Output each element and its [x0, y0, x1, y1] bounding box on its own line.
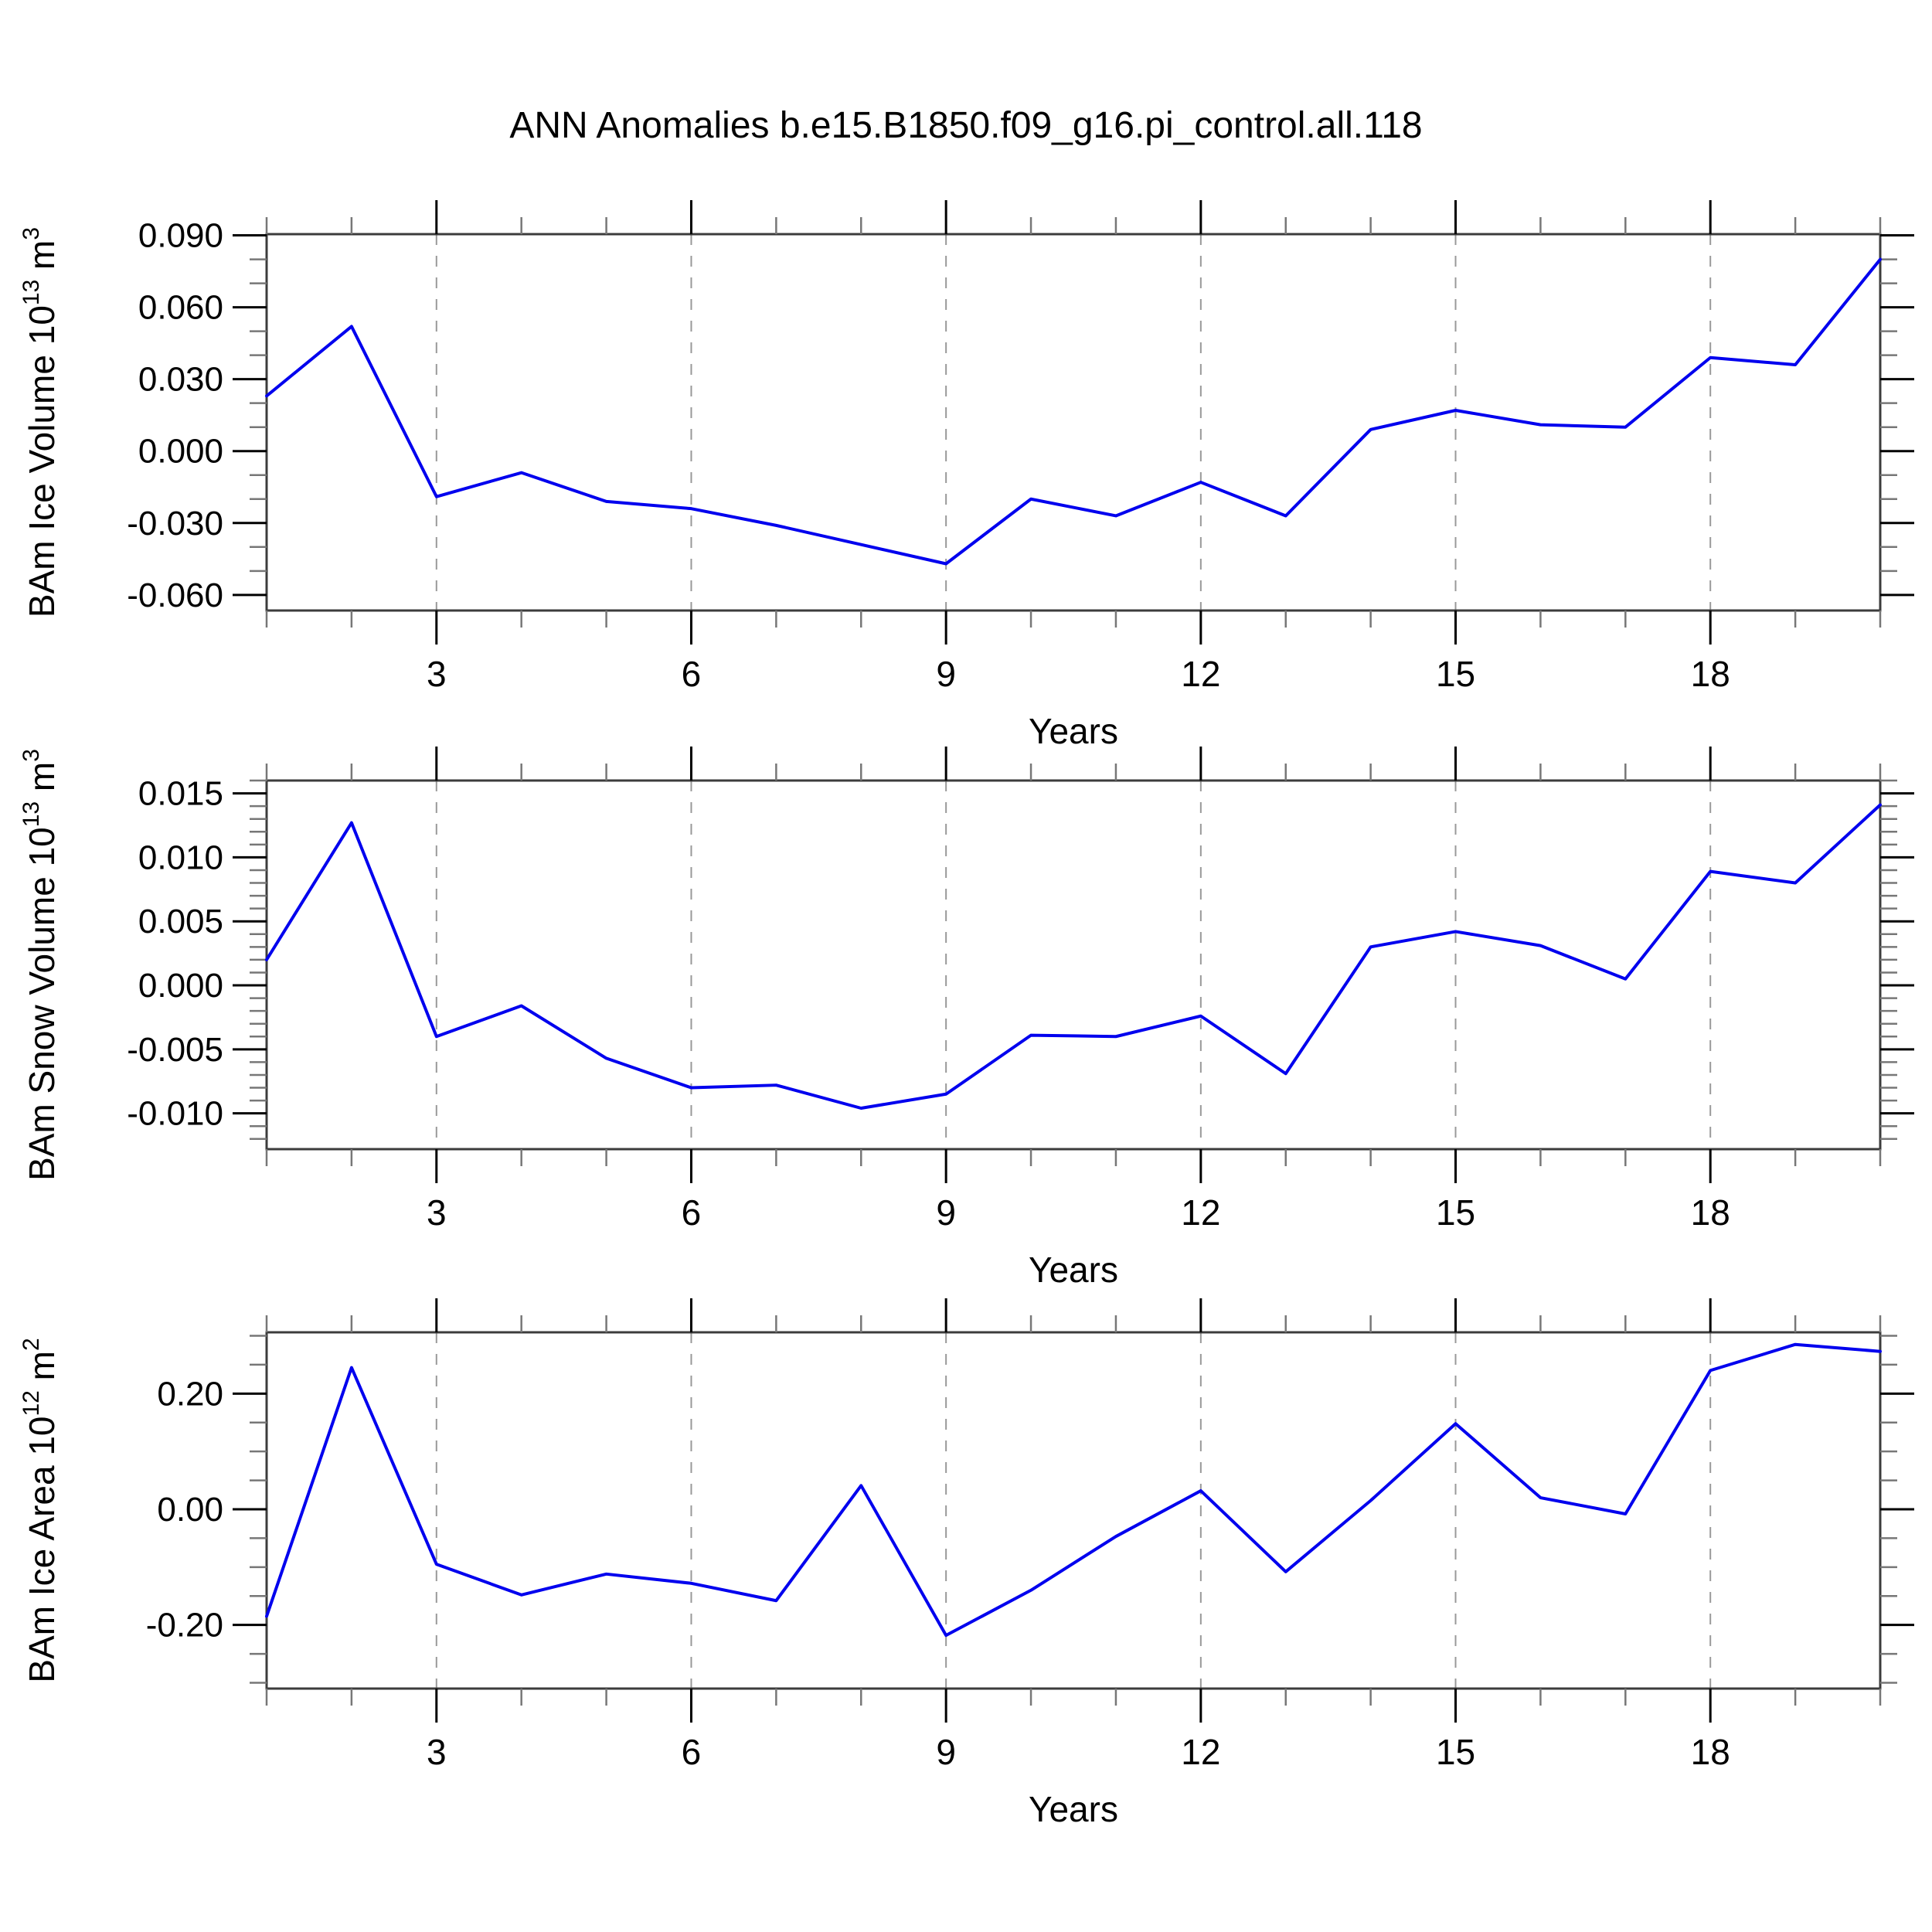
- svg-text:15: 15: [1436, 1192, 1475, 1233]
- svg-text:3: 3: [427, 1732, 447, 1772]
- ice-area-panel: 3 6 9 12 15 18 0.20 0.00 -0.20 Years BAm Ice Area …: [19, 1298, 1914, 1829]
- svg-text:Years: Years: [1029, 1250, 1118, 1290]
- svg-text:0.005: 0.005: [138, 903, 223, 940]
- svg-text:-0.010: -0.010: [127, 1095, 223, 1133]
- svg-text:Years: Years: [1029, 711, 1118, 751]
- snow-volume-panel: 3 6 9 12 15 18 0.015 0.010 0.005 0.000 -0.005 -0.01…: [19, 747, 1914, 1290]
- svg-text:0.20: 0.20: [157, 1375, 223, 1413]
- svg-text:18: 18: [1691, 654, 1730, 694]
- svg-text:-0.20: -0.20: [146, 1607, 223, 1645]
- svg-text:3: 3: [427, 654, 447, 694]
- svg-text:BAm Ice Area 1012 m2: BAm Ice Area 1012 m2: [19, 1338, 62, 1682]
- chart-title: ANN Anomalies b.e15.B1850.f09_g16.pi_con…: [509, 105, 1422, 146]
- svg-text:18: 18: [1691, 1732, 1730, 1772]
- svg-text:6: 6: [682, 654, 702, 694]
- svg-text:0.00: 0.00: [157, 1491, 223, 1529]
- ice-volume-panel: 3 6 9 12 15 18 0.090 0.060 0.030 0.000 -0.030 -0.06…: [19, 200, 1914, 751]
- svg-text:6: 6: [682, 1732, 702, 1772]
- svg-text:0.000: 0.000: [138, 967, 223, 1005]
- svg-text:0.060: 0.060: [138, 289, 223, 327]
- svg-text:6: 6: [682, 1192, 702, 1233]
- svg-text:-0.005: -0.005: [127, 1031, 223, 1069]
- svg-text:18: 18: [1691, 1192, 1730, 1233]
- svg-text:BAm Ice Volume 1013 m3: BAm Ice Volume 1013 m3: [19, 227, 62, 617]
- svg-text:12: 12: [1181, 654, 1220, 694]
- svg-text:9: 9: [936, 654, 956, 694]
- svg-text:15: 15: [1436, 654, 1475, 694]
- svg-text:BAm Snow Volume 1013 m3: BAm Snow Volume 1013 m3: [19, 749, 62, 1181]
- svg-text:9: 9: [936, 1192, 956, 1233]
- svg-text:-0.030: -0.030: [127, 505, 223, 543]
- svg-text:12: 12: [1181, 1732, 1220, 1772]
- svg-text:12: 12: [1181, 1192, 1220, 1233]
- svg-text:0.030: 0.030: [138, 361, 223, 399]
- svg-text:3: 3: [427, 1192, 447, 1233]
- svg-text:9: 9: [936, 1732, 956, 1772]
- svg-text:0.090: 0.090: [138, 217, 223, 255]
- svg-text:0.015: 0.015: [138, 775, 223, 813]
- svg-text:-0.060: -0.060: [127, 577, 223, 614]
- svg-text:Years: Years: [1029, 1789, 1118, 1829]
- svg-text:0.000: 0.000: [138, 433, 223, 471]
- svg-text:0.010: 0.010: [138, 838, 223, 876]
- svg-text:15: 15: [1436, 1732, 1475, 1772]
